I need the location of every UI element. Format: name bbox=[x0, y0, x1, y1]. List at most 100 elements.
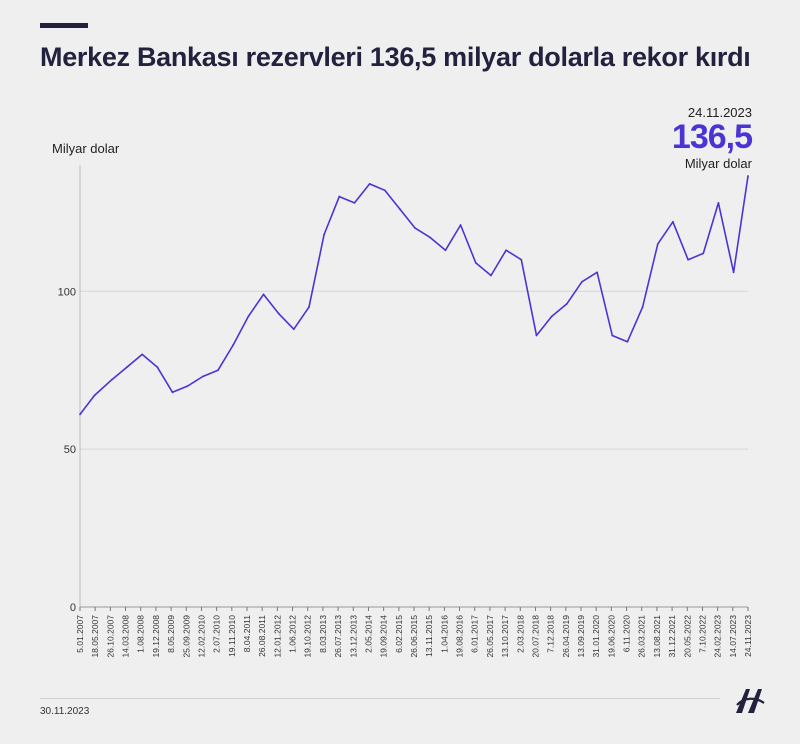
footer-divider bbox=[40, 698, 720, 699]
data-point bbox=[490, 274, 492, 277]
y-axis-label: Milyar dolar bbox=[52, 141, 120, 156]
publish-date: 30.11.2023 bbox=[40, 706, 90, 717]
data-point bbox=[353, 201, 356, 204]
x-tick-label: 2.03.2018 bbox=[515, 615, 525, 653]
aa-logo-icon bbox=[736, 689, 765, 713]
x-tick-label: 26.04.2019 bbox=[561, 615, 571, 658]
data-point bbox=[338, 195, 341, 198]
data-point bbox=[717, 201, 720, 204]
x-tick-label: 19.10.2012 bbox=[303, 615, 313, 658]
data-point bbox=[110, 378, 113, 381]
data-point bbox=[581, 280, 583, 283]
x-tick-label: 14.07.2023 bbox=[728, 615, 738, 658]
x-tick-label: 24.02.2023 bbox=[713, 615, 723, 658]
y-tick-label: 50 bbox=[64, 444, 76, 456]
x-tick-label: 2.05.2014 bbox=[363, 615, 373, 653]
data-point bbox=[505, 249, 508, 252]
latest-unit: Milyar dolar bbox=[684, 156, 752, 171]
data-point bbox=[277, 312, 280, 315]
y-tick-label: 100 bbox=[58, 286, 76, 298]
reserves-series-line bbox=[79, 175, 749, 415]
data-point bbox=[126, 366, 128, 368]
data-point bbox=[79, 413, 81, 416]
x-tick-label: 26.05.2017 bbox=[485, 615, 495, 658]
x-tick-label: 26.08.2011 bbox=[257, 615, 267, 657]
data-point bbox=[323, 233, 326, 236]
data-point bbox=[262, 293, 265, 296]
x-tick-label: 6.02.2015 bbox=[394, 615, 404, 653]
data-point bbox=[383, 189, 386, 192]
x-tick-label: 14.03.2008 bbox=[121, 615, 131, 658]
x-tick-label: 20.05.2022 bbox=[682, 615, 692, 658]
x-tick-label: 7.10.2022 bbox=[697, 615, 707, 653]
data-point bbox=[308, 306, 310, 308]
x-tick-label: 26.07.2013 bbox=[333, 615, 343, 658]
x-tick-label: 13.11.2015 bbox=[424, 615, 434, 657]
x-tick-label: 19.09.2014 bbox=[379, 615, 389, 658]
data-point bbox=[186, 385, 189, 387]
x-tick-label: 12.01.2012 bbox=[272, 615, 282, 658]
data-point bbox=[399, 208, 401, 211]
data-point bbox=[656, 243, 659, 245]
x-tick-label: 8.03.2013 bbox=[318, 615, 328, 653]
x-tick-label: 19.06.2020 bbox=[606, 615, 616, 658]
x-tick-label: 8.04.2011 bbox=[242, 615, 252, 652]
data-point bbox=[550, 315, 553, 318]
latest-value: 136,5 bbox=[671, 118, 753, 156]
x-tick-label: 19.08.2016 bbox=[455, 615, 465, 658]
data-point bbox=[702, 252, 705, 255]
x-tick-label: 13.10.2017 bbox=[500, 615, 510, 658]
x-tick-label: 26.06.2015 bbox=[409, 615, 419, 658]
x-tick-label: 31.12.2021 bbox=[667, 615, 677, 658]
data-point bbox=[141, 353, 144, 356]
x-tick-label: 7.12.2018 bbox=[546, 615, 556, 653]
data-point bbox=[247, 315, 250, 318]
data-point bbox=[520, 258, 523, 261]
data-point bbox=[596, 271, 599, 274]
data-point bbox=[232, 344, 235, 346]
data-point bbox=[474, 261, 477, 264]
chart-title: Merkez Bankası rezervleri 136,5 milyar d… bbox=[40, 42, 751, 72]
data-point bbox=[414, 227, 417, 230]
data-point bbox=[626, 340, 629, 343]
x-tick-label: 2.07.2010 bbox=[212, 615, 222, 653]
x-tick-label: 6.11.2020 bbox=[622, 615, 632, 652]
x-tick-label: 8.05.2009 bbox=[166, 615, 176, 653]
data-point bbox=[368, 183, 371, 185]
x-tick-label: 25.09.2009 bbox=[181, 615, 191, 658]
data-point bbox=[156, 366, 159, 368]
data-point bbox=[747, 175, 749, 177]
data-point bbox=[201, 375, 204, 378]
latest-date: 24.11.2023 bbox=[687, 105, 752, 120]
data-point bbox=[292, 328, 295, 331]
title-accent-bar bbox=[40, 23, 88, 28]
data-point bbox=[641, 306, 644, 308]
y-tick-label: 0 bbox=[70, 602, 76, 614]
x-tick-label: 1.08.2008 bbox=[136, 615, 146, 653]
x-tick-label: 13.12.2013 bbox=[348, 615, 358, 658]
x-tick-label: 19.11.2010 bbox=[227, 615, 237, 657]
x-tick-label: 19.12.2008 bbox=[151, 615, 161, 658]
x-tick-label: 1.04.2016 bbox=[439, 615, 449, 653]
data-point bbox=[217, 369, 219, 372]
data-point bbox=[732, 271, 735, 274]
data-point bbox=[459, 224, 462, 226]
data-point bbox=[93, 394, 96, 397]
data-point bbox=[687, 258, 689, 261]
x-tick-label: 20.07.2018 bbox=[530, 615, 540, 658]
data-point bbox=[171, 391, 174, 394]
data-point bbox=[429, 236, 432, 239]
data-point bbox=[611, 334, 614, 337]
x-tick-label: 6.01.2017 bbox=[470, 615, 480, 653]
data-point bbox=[535, 334, 538, 337]
x-tick-label: 24.11.2023 bbox=[743, 615, 753, 657]
data-point bbox=[565, 303, 568, 305]
x-tick-label: 18.05.2007 bbox=[90, 615, 100, 658]
data-point bbox=[444, 249, 447, 252]
x-tick-label: 12.02.2010 bbox=[196, 615, 206, 658]
x-tick-label: 13.09.2019 bbox=[576, 615, 586, 658]
x-tick-label: 26.10.2007 bbox=[105, 615, 115, 658]
x-tick-label: 26.03.2021 bbox=[637, 615, 647, 658]
data-point bbox=[672, 220, 674, 223]
